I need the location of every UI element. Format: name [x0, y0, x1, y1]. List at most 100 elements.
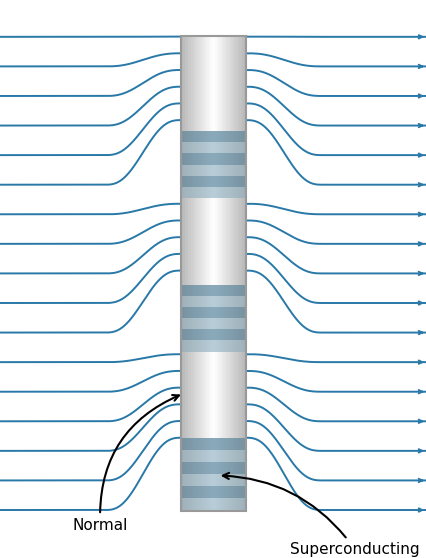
Bar [243, 462, 245, 474]
Bar [239, 498, 241, 511]
Bar [221, 352, 223, 438]
Bar [198, 131, 201, 142]
Bar [200, 142, 203, 153]
Bar [217, 187, 220, 198]
Bar [236, 329, 239, 340]
Bar [209, 474, 211, 487]
Bar [217, 474, 220, 487]
Bar [204, 198, 205, 285]
Bar [185, 165, 188, 176]
Bar [204, 329, 207, 340]
Bar [198, 187, 201, 198]
Bar [242, 198, 244, 285]
Bar [219, 450, 222, 462]
Bar [204, 187, 207, 198]
Bar [190, 462, 192, 474]
Bar [192, 474, 194, 487]
Bar [219, 165, 222, 176]
Bar [187, 187, 190, 198]
Bar [207, 318, 209, 329]
Bar [183, 487, 186, 498]
Bar [183, 474, 186, 487]
Bar [202, 285, 205, 296]
Bar [209, 318, 211, 329]
Bar [192, 318, 194, 329]
Bar [234, 198, 236, 285]
Bar [228, 131, 230, 142]
Bar [241, 474, 243, 487]
Bar [190, 329, 192, 340]
Bar [194, 438, 196, 450]
Bar [239, 329, 241, 340]
Bar [239, 352, 241, 438]
Bar [230, 176, 233, 187]
Bar [234, 340, 237, 352]
Bar [200, 462, 203, 474]
Bar [224, 176, 226, 187]
Bar [215, 352, 217, 438]
Bar [226, 198, 228, 285]
Bar [196, 296, 199, 307]
Bar [197, 352, 199, 438]
Bar [200, 176, 203, 187]
Bar [192, 352, 194, 438]
Bar [185, 487, 188, 498]
Bar [222, 498, 224, 511]
Bar [211, 352, 213, 438]
Bar [239, 198, 241, 285]
Bar [217, 142, 220, 153]
Bar [209, 142, 211, 153]
Bar [219, 131, 222, 142]
Bar [205, 352, 207, 438]
Bar [230, 438, 233, 450]
Bar [194, 307, 196, 318]
Bar [222, 487, 224, 498]
Bar [236, 142, 239, 153]
Bar [239, 176, 241, 187]
Bar [239, 450, 241, 462]
Bar [185, 340, 188, 352]
Bar [194, 296, 196, 307]
Bar [189, 352, 191, 438]
Bar [217, 318, 220, 329]
Bar [232, 153, 235, 165]
Bar [202, 498, 205, 511]
Bar [187, 131, 190, 142]
Bar [181, 142, 184, 153]
Bar [194, 131, 196, 142]
Bar [187, 462, 190, 474]
Bar [181, 329, 184, 340]
Bar [211, 438, 213, 450]
Bar [181, 450, 184, 462]
Bar [230, 187, 233, 198]
Bar [224, 329, 226, 340]
Bar [239, 450, 241, 462]
Bar [185, 142, 188, 153]
Bar [190, 438, 192, 450]
Bar [229, 198, 231, 285]
Bar [192, 438, 194, 450]
Bar [194, 165, 196, 176]
Bar [222, 131, 224, 142]
Bar [236, 296, 239, 307]
Bar [207, 296, 209, 307]
Bar [190, 487, 192, 498]
Bar [215, 450, 218, 462]
Bar [215, 296, 218, 307]
Bar [230, 450, 233, 462]
Bar [202, 198, 204, 285]
Bar [219, 438, 222, 450]
Bar [221, 36, 223, 131]
Bar [194, 131, 196, 142]
Bar [211, 142, 213, 153]
Bar [215, 36, 217, 131]
Bar [239, 462, 241, 474]
Bar [211, 187, 213, 198]
Bar [243, 498, 245, 511]
Bar [200, 450, 203, 462]
Bar [211, 198, 213, 285]
Bar [230, 329, 233, 340]
Bar [242, 36, 244, 131]
Bar [185, 450, 188, 462]
Bar [226, 438, 228, 450]
